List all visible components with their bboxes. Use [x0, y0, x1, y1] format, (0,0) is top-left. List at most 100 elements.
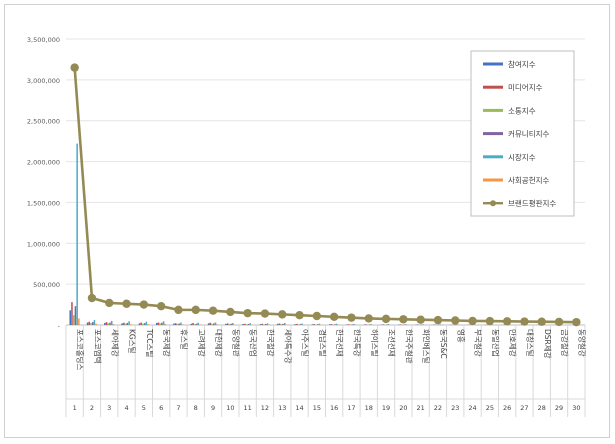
bar — [283, 322, 286, 325]
bar — [162, 321, 165, 325]
legend-swatch — [483, 132, 503, 136]
line-point — [416, 315, 425, 324]
category-label: 동국S&C — [439, 329, 448, 359]
bar — [264, 324, 267, 325]
category-label: 한국특강 — [352, 329, 362, 357]
category-label: 동일산업 — [491, 329, 501, 357]
rank-label: 25 — [486, 404, 494, 412]
rank-label: 10 — [226, 404, 234, 412]
y-tick-label: - — [58, 322, 61, 330]
legend-swatch — [483, 62, 503, 66]
line-point — [520, 317, 529, 326]
category-label: 대한제강 — [214, 329, 224, 357]
line-point — [139, 300, 149, 309]
bar — [86, 322, 89, 325]
bar — [277, 323, 279, 325]
y-tick-label: 2,500,000 — [27, 118, 60, 126]
bar — [194, 324, 196, 325]
bar — [294, 324, 296, 325]
category-label: 화인베스틸 — [422, 329, 432, 364]
bar — [90, 322, 92, 325]
category-label: 동양철강 — [577, 329, 587, 357]
bar — [382, 324, 385, 325]
legend-label: 소통지수 — [508, 106, 536, 115]
bar — [278, 323, 281, 325]
category-label: 만호제강 — [508, 329, 518, 357]
bar — [259, 324, 262, 325]
bar — [173, 323, 175, 325]
category-label: TCC스틸 — [145, 328, 154, 358]
bar — [138, 323, 141, 325]
category-label: 한국주철관 — [404, 329, 414, 364]
rank-label: 21 — [417, 404, 425, 412]
bar — [245, 324, 248, 325]
bar — [242, 324, 244, 325]
line-point — [312, 311, 322, 321]
bar — [211, 324, 213, 325]
bar — [351, 324, 353, 325]
line-point — [243, 308, 252, 318]
bar — [180, 322, 182, 325]
bar — [147, 324, 149, 325]
rank-label: 13 — [278, 404, 286, 412]
bar — [123, 322, 125, 325]
bar — [104, 322, 106, 325]
bar — [318, 323, 321, 325]
rank-label: 18 — [365, 404, 373, 412]
bar — [164, 324, 167, 325]
category-label: 대창스틸 — [525, 329, 534, 357]
bar — [93, 320, 96, 325]
bar — [244, 323, 246, 325]
line-point — [572, 317, 581, 327]
category-label: 하이스틸 — [370, 329, 380, 357]
category-label: 영흥 — [456, 329, 466, 343]
rank-label: 17 — [347, 404, 355, 412]
category-label: 부국철강 — [474, 329, 484, 357]
line-point — [468, 316, 477, 326]
category-label: 한국철강 — [266, 329, 276, 357]
bar — [297, 324, 300, 325]
category-label: 포스코홀딩스 — [76, 329, 86, 370]
legend-swatch — [483, 155, 503, 159]
legend-swatch — [483, 85, 503, 89]
rank-label: 15 — [313, 404, 321, 412]
category-label: 한국선재 — [335, 329, 344, 357]
rank-label: 3 — [107, 404, 111, 412]
bar — [365, 324, 367, 325]
bar — [282, 323, 284, 325]
bar — [330, 324, 333, 325]
category-label: 경남스틸 — [318, 329, 328, 357]
category-label: KG스틸 — [128, 329, 137, 354]
bar — [261, 323, 264, 325]
bar — [130, 324, 132, 325]
bar — [230, 323, 232, 325]
bar — [95, 323, 97, 325]
rank-label: 8 — [194, 404, 198, 412]
line-point — [399, 315, 408, 324]
bar — [176, 324, 179, 325]
bar — [190, 323, 193, 325]
line-point — [329, 312, 339, 322]
rank-label: 12 — [261, 404, 269, 412]
bar — [128, 321, 130, 325]
bar — [71, 302, 73, 325]
line-point — [451, 316, 460, 325]
legend-swatch — [483, 178, 503, 182]
legend-label: 시장지수 — [508, 152, 536, 162]
bar — [110, 320, 113, 325]
line-point — [381, 314, 391, 324]
rank-label: 1 — [73, 404, 77, 412]
line-point — [537, 317, 546, 326]
rank-label: 7 — [176, 404, 180, 412]
bar — [280, 324, 283, 325]
rank-label: 29 — [555, 404, 563, 412]
line-point — [347, 313, 356, 322]
line-point — [433, 315, 443, 325]
y-tick-label: 1,500,000 — [27, 199, 60, 207]
line-point — [208, 306, 218, 315]
bar — [178, 323, 180, 325]
rank-label: 16 — [330, 404, 338, 412]
legend-label: 브랜드평판지수 — [508, 198, 556, 208]
bar — [155, 322, 158, 325]
bar — [91, 322, 94, 325]
